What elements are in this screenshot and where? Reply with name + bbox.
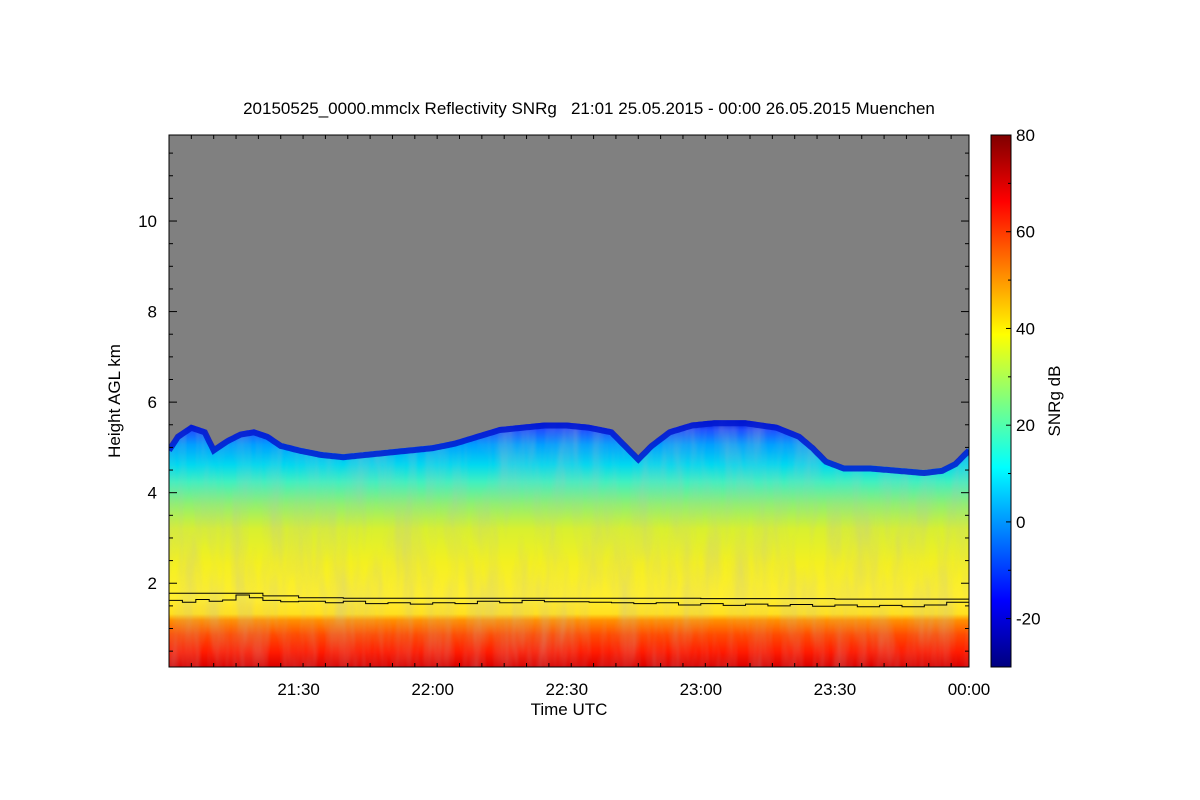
plot-area <box>169 135 969 667</box>
y-tick-label: 10 <box>138 212 157 231</box>
x-tick-label: 22:30 <box>545 680 588 699</box>
x-tick-label: 00:00 <box>948 680 991 699</box>
y-tick-label: 8 <box>148 303 157 322</box>
y-tick-label: 4 <box>148 484 157 503</box>
colorbar-label: SNRg dB <box>1045 366 1064 437</box>
y-axis-label: Height AGL km <box>105 344 124 458</box>
x-tick-label: 23:00 <box>680 680 723 699</box>
x-tick-label: 23:30 <box>814 680 857 699</box>
colorbar-scale <box>990 134 1012 668</box>
reflectivity-texture <box>169 420 969 667</box>
y-tick-label: 6 <box>148 393 157 412</box>
echo-top-fringe <box>169 420 969 477</box>
colorbar-tick-label: 60 <box>1016 223 1035 242</box>
x-tick-label: 22:00 <box>411 680 454 699</box>
colorbar-tick-label: 20 <box>1016 416 1035 435</box>
x-tick-label: 21:30 <box>277 680 320 699</box>
plot-frame <box>168 134 970 668</box>
layer-line-lower <box>169 594 969 608</box>
y-tick-label: 2 <box>148 574 157 593</box>
x-axis-label: Time UTC <box>531 700 608 719</box>
layer-line-upper <box>169 592 969 600</box>
colorbar-tick-label: 0 <box>1016 513 1025 532</box>
colorbar-tick-label: 80 <box>1016 126 1035 145</box>
colorbar: -20 0 20 40 60 80 <box>990 126 1041 668</box>
chart-title: 20150525_0000.mmclx Reflectivity SNRg 21… <box>243 99 935 118</box>
colorbar-tick-label: 40 <box>1016 319 1035 338</box>
colorbar-tick-label: -20 <box>1016 610 1041 629</box>
y-axis: 2 4 6 8 10 <box>138 152 969 652</box>
x-axis: 21:30 22:00 22:30 23:00 23:30 00:00 <box>190 135 991 699</box>
